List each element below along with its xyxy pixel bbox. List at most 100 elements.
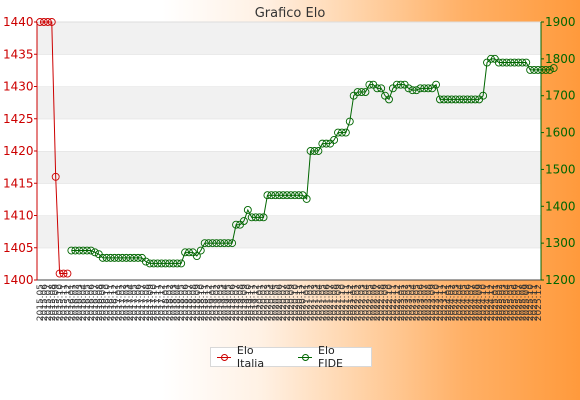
x-tick-label: 2023.03	[405, 284, 415, 321]
x-tick-label: 2022.05	[365, 284, 375, 321]
data-point	[267, 191, 276, 200]
data-point	[251, 213, 260, 222]
data-point	[243, 206, 252, 214]
data-point	[510, 58, 519, 67]
data-point	[545, 65, 554, 74]
data-point	[224, 239, 233, 248]
data-point	[118, 253, 127, 262]
x-tick-label: 2023.10	[432, 284, 442, 321]
legend-swatch-italia	[217, 353, 231, 361]
x-tick-label: 2018.07	[185, 284, 195, 321]
data-point	[149, 259, 158, 268]
data-point	[157, 259, 166, 268]
x-tick-label: 2023.12	[440, 284, 450, 321]
x-tick-label: 2016.06	[87, 284, 97, 321]
data-point	[451, 95, 460, 104]
x-tick-label: 2018.05	[177, 284, 187, 321]
data-point	[334, 128, 342, 137]
x-tick-label: 2015.12	[63, 284, 73, 321]
chart-title: Grafico Elo	[255, 6, 326, 21]
x-tick-label: 2017.12	[158, 284, 168, 321]
data-point	[67, 246, 76, 255]
x-tick-label: 2025.02	[495, 284, 505, 321]
data-point	[216, 239, 225, 248]
x-tick-label: 2016.08	[95, 284, 105, 321]
left-tick-label: 1440	[3, 15, 34, 29]
data-point	[345, 117, 354, 126]
x-tick-label: 2023.09	[428, 284, 438, 321]
data-point	[486, 54, 495, 63]
left-axis-ticks: 1400 1405 1410 1415 1420 1425 1430 1435 1440	[3, 15, 37, 287]
legend-item-fide[interactable]: Elo FIDE	[298, 344, 363, 370]
data-point	[534, 65, 542, 74]
x-tick-label: 2016.11	[107, 284, 117, 321]
x-tick-label: 2018.08	[189, 284, 199, 321]
data-point	[526, 65, 535, 74]
right-tick-label: 1300	[545, 236, 576, 250]
right-tick-label: 1400	[545, 199, 576, 213]
data-point	[98, 253, 107, 262]
x-tick-label: 2025.08	[518, 284, 528, 321]
x-tick-label: 2015.10	[56, 284, 66, 321]
data-point	[436, 95, 444, 104]
x-tick-label: 2024.07	[467, 284, 477, 321]
x-tick-label: 2020.09	[287, 284, 297, 321]
data-point	[365, 80, 374, 89]
left-tick-label: 1425	[3, 112, 34, 126]
right-axis-ticks: 1200 1300 1400 1500 1600 1700 1800 1900	[541, 15, 576, 287]
x-tick-label: 2019.10	[244, 284, 254, 321]
x-tick-label: 2024.09	[475, 284, 485, 321]
x-tick-label: 2020.04	[267, 284, 277, 321]
x-tick-label: 2021.06	[322, 284, 332, 321]
x-tick-label: 2024.03	[452, 284, 462, 321]
data-point	[498, 58, 507, 67]
x-tick-label: 2019.02	[212, 284, 222, 321]
x-tick-label: 2021.09	[334, 284, 344, 321]
data-point	[471, 95, 480, 104]
data-point	[294, 191, 303, 200]
x-tick-label: 2023.01	[397, 284, 407, 321]
data-point	[192, 252, 201, 260]
x-tick-label: 2024.06	[463, 284, 473, 321]
left-tick-label: 1435	[3, 47, 34, 61]
data-point	[330, 135, 339, 144]
x-tick-label: 2020.12	[299, 284, 309, 321]
x-tick-label: 2022.01	[350, 284, 360, 321]
x-tick-label: 2024.10	[479, 284, 489, 321]
x-tick-label: 2017.05	[130, 284, 140, 321]
data-point	[549, 64, 558, 73]
data-point	[310, 147, 319, 155]
x-tick-label: 2024.02	[448, 284, 458, 321]
data-point	[420, 84, 429, 93]
data-point	[75, 246, 84, 255]
data-point	[455, 95, 464, 104]
data-point	[467, 95, 476, 104]
data-point	[341, 128, 350, 137]
legend-label-italia: Elo Italia	[236, 344, 265, 370]
x-tick-label: 2021.02	[307, 284, 317, 321]
data-point	[287, 191, 295, 200]
data-point	[377, 84, 386, 93]
data-point	[424, 84, 433, 93]
data-point	[439, 95, 448, 104]
x-tick-label: 2025.05	[507, 284, 517, 321]
x-tick-label: 2020.10	[291, 284, 301, 321]
data-point	[247, 213, 256, 222]
x-tick-label: 2016.05	[83, 284, 93, 321]
data-point	[283, 191, 291, 200]
legend-item-italia[interactable]: Elo Italia	[217, 344, 284, 370]
data-point	[290, 191, 299, 200]
x-tick-label: 2021.12	[346, 284, 356, 321]
data-point	[232, 220, 241, 229]
data-point	[228, 239, 237, 248]
data-point	[357, 88, 366, 96]
x-tick-label: 2015.06	[40, 284, 50, 321]
x-tick-label: 2015.09	[52, 284, 62, 321]
data-point	[59, 269, 68, 278]
data-point	[161, 259, 170, 268]
x-tick-label: 2016.07	[91, 284, 101, 321]
data-point	[530, 65, 539, 74]
data-point	[196, 246, 205, 255]
grid-band	[37, 151, 541, 184]
data-point	[212, 239, 221, 248]
